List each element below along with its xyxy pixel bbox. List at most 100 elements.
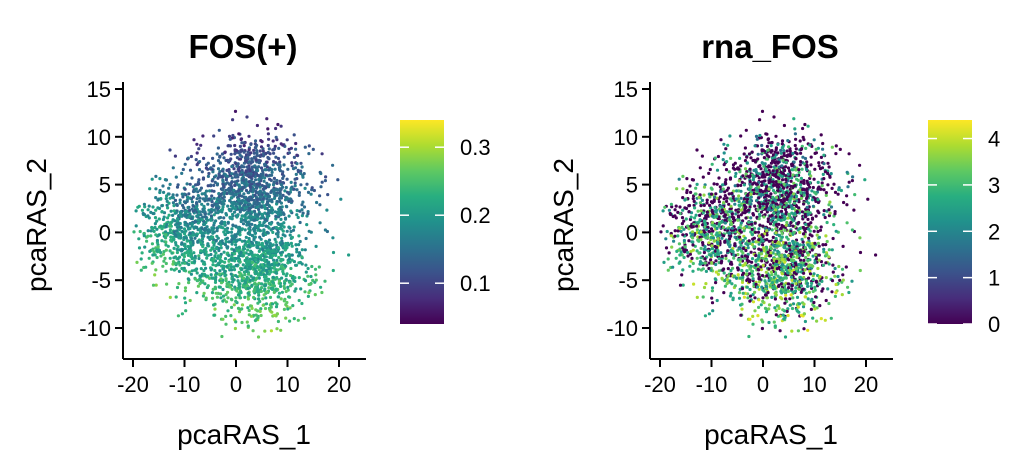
scatter-point bbox=[771, 281, 775, 285]
scatter-point bbox=[250, 234, 255, 238]
scatter-point bbox=[224, 240, 228, 244]
scatter-point bbox=[750, 260, 754, 264]
scatter-point bbox=[275, 271, 279, 275]
scatter-point bbox=[727, 202, 731, 206]
scatter-point bbox=[808, 170, 812, 174]
scatter-point bbox=[773, 248, 777, 252]
scatter-point bbox=[772, 320, 776, 324]
scatter-point bbox=[666, 257, 670, 261]
scatter-point bbox=[263, 168, 267, 172]
scatter-point bbox=[800, 144, 804, 148]
scatter-point bbox=[677, 242, 682, 246]
scatter-point bbox=[801, 188, 805, 192]
scatter-point bbox=[740, 287, 745, 291]
scatter-point bbox=[811, 289, 815, 294]
scatter-point bbox=[709, 258, 713, 262]
scatter-point bbox=[756, 272, 760, 276]
scatter-point bbox=[233, 183, 237, 187]
scatter-point bbox=[799, 151, 803, 155]
scatter-point bbox=[710, 221, 715, 225]
scatter-point bbox=[789, 179, 793, 183]
scatter-point bbox=[710, 187, 714, 191]
scatter-point bbox=[232, 167, 236, 171]
scatter-point bbox=[681, 208, 685, 212]
scatter-point bbox=[154, 196, 158, 200]
scatter-point bbox=[745, 272, 749, 276]
scatter-point bbox=[153, 216, 158, 220]
scatter-point bbox=[245, 320, 249, 324]
scatter-point bbox=[197, 182, 201, 186]
scatter-point bbox=[234, 202, 238, 206]
scatter-point bbox=[781, 258, 785, 262]
scatter-point bbox=[188, 226, 192, 231]
scatter-point bbox=[264, 255, 268, 259]
scatter-point bbox=[203, 215, 207, 219]
scatter-point bbox=[776, 175, 780, 179]
scatter-point bbox=[183, 301, 188, 305]
scatter-point bbox=[780, 142, 784, 146]
scatter-point bbox=[794, 168, 798, 172]
scatter-point bbox=[729, 204, 733, 208]
scatter-point bbox=[775, 267, 780, 271]
scatter-point bbox=[244, 195, 248, 199]
scatter-point bbox=[284, 204, 288, 208]
scatter-point bbox=[814, 257, 819, 261]
scatter-point bbox=[227, 263, 231, 267]
scatter-point bbox=[753, 309, 757, 313]
scatter-point bbox=[275, 327, 279, 331]
scatter-point bbox=[262, 275, 267, 279]
scatter-point bbox=[164, 240, 168, 244]
scatter-point bbox=[816, 209, 820, 213]
scatter-point bbox=[246, 297, 250, 301]
scatter-point bbox=[217, 242, 221, 246]
scatter-point bbox=[247, 227, 251, 231]
scatter-point bbox=[255, 290, 259, 294]
scatter-point bbox=[171, 218, 175, 222]
scatter-point bbox=[295, 162, 299, 166]
scatter-point bbox=[198, 282, 202, 286]
scatter-point bbox=[733, 202, 737, 206]
scatter-point bbox=[193, 259, 197, 263]
scatter-point bbox=[214, 275, 218, 279]
scatter-point bbox=[850, 179, 855, 183]
scatter-point bbox=[250, 260, 254, 265]
scatter-point bbox=[324, 175, 328, 179]
scatter-point bbox=[710, 286, 715, 290]
scatter-point bbox=[740, 180, 744, 184]
scatter-point bbox=[239, 219, 243, 224]
scatter-point bbox=[187, 262, 191, 267]
scatter-point bbox=[790, 211, 794, 215]
scatter-point bbox=[751, 277, 755, 281]
scatter-point bbox=[222, 195, 226, 199]
scatter-point bbox=[741, 271, 746, 275]
scatter-point bbox=[226, 204, 230, 208]
scatter-point bbox=[247, 313, 251, 317]
scatter-point bbox=[276, 246, 280, 250]
scatter-point bbox=[293, 289, 297, 293]
scatter-point bbox=[834, 152, 838, 156]
scatter-point bbox=[672, 239, 676, 243]
scatter-point bbox=[307, 152, 311, 156]
scatter-point bbox=[202, 248, 206, 252]
scatter-point bbox=[811, 254, 815, 258]
scatter-point bbox=[152, 229, 156, 233]
scatter-point bbox=[209, 218, 213, 222]
scatter-point bbox=[858, 163, 862, 167]
scatter-point bbox=[223, 150, 227, 154]
scatter-point bbox=[737, 247, 741, 251]
scatter-point bbox=[218, 200, 222, 204]
scatter-point bbox=[198, 160, 202, 164]
scatter-point bbox=[183, 261, 187, 265]
scatter-point bbox=[278, 187, 282, 191]
scatter-point bbox=[244, 235, 248, 239]
scatter-point bbox=[174, 295, 178, 299]
scatter-point bbox=[218, 170, 222, 174]
scatter-point bbox=[193, 220, 197, 224]
scatter-point bbox=[318, 170, 322, 174]
scatter-point bbox=[212, 189, 216, 193]
y-tick-label: 15 bbox=[87, 77, 111, 102]
scatter-point bbox=[813, 261, 817, 265]
scatter-point bbox=[195, 163, 199, 167]
scatter-point bbox=[816, 229, 820, 234]
scatter-point bbox=[696, 209, 700, 213]
